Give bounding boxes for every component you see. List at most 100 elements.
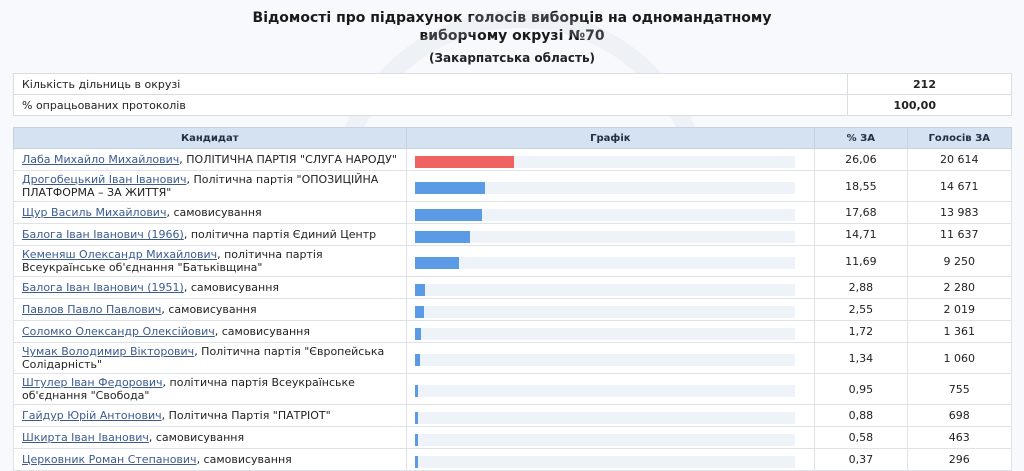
candidate-cell: Гайдур Юрій Антонович, Політична Партія … xyxy=(13,404,407,427)
votes-value: 1 361 xyxy=(906,320,1012,343)
candidate-cell: Шкирта Іван Іванович, самовисування xyxy=(13,426,407,449)
candidate-name-link[interactable]: Балога Іван Іванович (1951) xyxy=(22,281,184,294)
bar-track xyxy=(414,411,795,424)
candidate-name-link[interactable]: Щур Василь Михайлович xyxy=(22,206,167,219)
votes-value: 1 060 xyxy=(906,342,1012,374)
votes-value: 14 671 xyxy=(906,170,1012,202)
bar-track xyxy=(414,257,795,269)
candidate-party: , самовисування xyxy=(196,453,292,466)
table-row: Церковник Роман Степанович, самовисуванн… xyxy=(13,448,1012,471)
graph-cell xyxy=(405,170,816,202)
candidate-party: , самовисування xyxy=(214,325,310,338)
bar-track xyxy=(414,283,795,296)
candidate-cell: Церковник Роман Степанович, самовисуванн… xyxy=(13,448,407,471)
votes-value: 2 019 xyxy=(906,298,1012,321)
candidate-cell: Штулер Іван Федорович, політична партія … xyxy=(13,373,407,405)
vote-share-bar xyxy=(414,208,482,221)
graph-cell xyxy=(405,276,816,299)
candidate-name-link[interactable]: Чумак Володимир Вікторович xyxy=(22,345,195,358)
results-table: Кандидат Графік % ЗА Голосів ЗА Лаба Мих… xyxy=(13,127,1012,471)
candidate-name-link[interactable]: Дрогобецький Іван Іванович xyxy=(22,173,187,186)
candidate-party: , самовисування xyxy=(148,431,245,444)
bar-track xyxy=(414,385,795,397)
candidate-name-link[interactable]: Павлов Павло Павлович xyxy=(22,303,162,316)
graph-cell xyxy=(405,448,816,471)
candidate-party: , Політична партія "ОПОЗИЦІЙНА ПЛАТФОРМА… xyxy=(22,173,379,199)
candidate-party: , політична партія Єдиний Центр xyxy=(183,228,377,241)
pct-value: 1,72 xyxy=(814,320,908,343)
candidate-cell: Балога Іван Іванович (1951), самовисуван… xyxy=(13,276,407,299)
page-title-line2: виборчому окрузі №70 xyxy=(419,28,605,44)
candidate-cell: Балога Іван Іванович (1966), політична п… xyxy=(13,223,407,246)
pct-value: 0,95 xyxy=(814,373,908,405)
candidate-cell: Соломко Олександр Олексійович, самовисув… xyxy=(13,320,407,343)
summary-table: Кількість дільниць в окрузі 212 % опраць… xyxy=(13,73,1012,116)
column-header-votes: Голосів ЗА xyxy=(906,127,1012,149)
votes-value: 13 983 xyxy=(906,201,1012,224)
candidate-party: , ПОЛІТИЧНА ПАРТІЯ "СЛУГА НАРОДУ" xyxy=(179,153,397,166)
candidate-cell: Дрогобецький Іван Іванович, Політична па… xyxy=(13,170,407,202)
page-title-line1: Відомості про підрахунок голосів виборці… xyxy=(252,10,772,26)
bar-track xyxy=(414,208,795,221)
votes-value: 2 280 xyxy=(906,276,1012,299)
table-row: Кеменяш Олександр Михайлович, політична … xyxy=(13,245,1012,277)
candidate-party: , політична партія Всеукраїнське об'єдна… xyxy=(22,248,323,274)
votes-value: 11 637 xyxy=(906,223,1012,246)
results-body: Лаба Михайло Михайлович, ПОЛІТИЧНА ПАРТІ… xyxy=(13,148,1012,471)
bar-track xyxy=(414,305,795,318)
table-row: Балога Іван Іванович (1966), політична п… xyxy=(13,223,1012,246)
bar-track xyxy=(414,327,795,340)
candidate-name-link[interactable]: Балога Іван Іванович (1966) xyxy=(22,228,184,241)
votes-value: 20 614 xyxy=(906,148,1012,171)
column-header-graph: Графік xyxy=(405,127,816,149)
results-header-row: Кандидат Графік % ЗА Голосів ЗА xyxy=(13,127,1012,149)
votes-value: 9 250 xyxy=(906,245,1012,277)
bar-track xyxy=(414,155,795,168)
candidate-name-link[interactable]: Кеменяш Олександр Михайлович xyxy=(22,248,218,261)
graph-cell xyxy=(405,426,816,449)
bar-track xyxy=(414,354,795,366)
vote-share-bar xyxy=(414,327,422,340)
pct-value: 17,68 xyxy=(814,201,908,224)
summary-row-precincts: Кількість дільниць в окрузі 212 xyxy=(13,73,1012,95)
pct-value: 0,37 xyxy=(814,448,908,471)
summary-row-processed: % опрацьованих протоколів 100,00 xyxy=(13,94,1012,116)
graph-cell xyxy=(405,298,816,321)
votes-value: 698 xyxy=(906,404,1012,427)
vote-share-bar xyxy=(414,257,459,269)
pct-value: 2,55 xyxy=(814,298,908,321)
bar-track xyxy=(414,182,795,194)
graph-cell xyxy=(405,148,816,171)
pct-value: 1,34 xyxy=(814,342,908,374)
candidate-cell: Павлов Павло Павлович, самовисування xyxy=(13,298,407,321)
vote-share-bar xyxy=(414,411,418,424)
candidate-name-link[interactable]: Шкирта Іван Іванович xyxy=(22,431,149,444)
graph-cell xyxy=(405,373,816,405)
graph-cell xyxy=(405,201,816,224)
candidate-cell: Щур Василь Михайлович, самовисування xyxy=(13,201,407,224)
candidate-name-link[interactable]: Гайдур Юрій Антонович xyxy=(22,409,162,422)
candidate-name-link[interactable]: Штулер Іван Федорович xyxy=(22,376,163,389)
vote-share-bar xyxy=(414,433,418,446)
votes-value: 463 xyxy=(906,426,1012,449)
pct-value: 26,06 xyxy=(814,148,908,171)
candidate-name-link[interactable]: Соломко Олександр Олексійович xyxy=(22,325,215,338)
table-row: Балога Іван Іванович (1951), самовисуван… xyxy=(13,276,1012,299)
graph-cell xyxy=(405,404,816,427)
candidate-name-link[interactable]: Лаба Михайло Михайлович xyxy=(22,153,180,166)
candidate-party: , самовисування xyxy=(161,303,257,316)
candidate-party: , політична партія Всеукраїнське об'єдна… xyxy=(22,376,355,402)
candidate-name-link[interactable]: Церковник Роман Степанович xyxy=(22,453,197,466)
bar-track xyxy=(414,455,795,468)
votes-value: 296 xyxy=(906,448,1012,471)
candidate-party: , Політична Партія "ПАТРІОТ" xyxy=(161,409,331,422)
table-row: Дрогобецький Іван Іванович, Політична па… xyxy=(13,170,1012,202)
column-header-candidate: Кандидат xyxy=(13,127,407,149)
pct-value: 11,69 xyxy=(814,245,908,277)
pct-value: 0,58 xyxy=(814,426,908,449)
graph-cell xyxy=(405,320,816,343)
vote-share-bar xyxy=(414,283,426,296)
candidate-cell: Кеменяш Олександр Михайлович, політична … xyxy=(13,245,407,277)
table-row: Павлов Павло Павлович, самовисування 2,55… xyxy=(13,298,1012,321)
precincts-label: Кількість дільниць в окрузі xyxy=(13,73,848,95)
